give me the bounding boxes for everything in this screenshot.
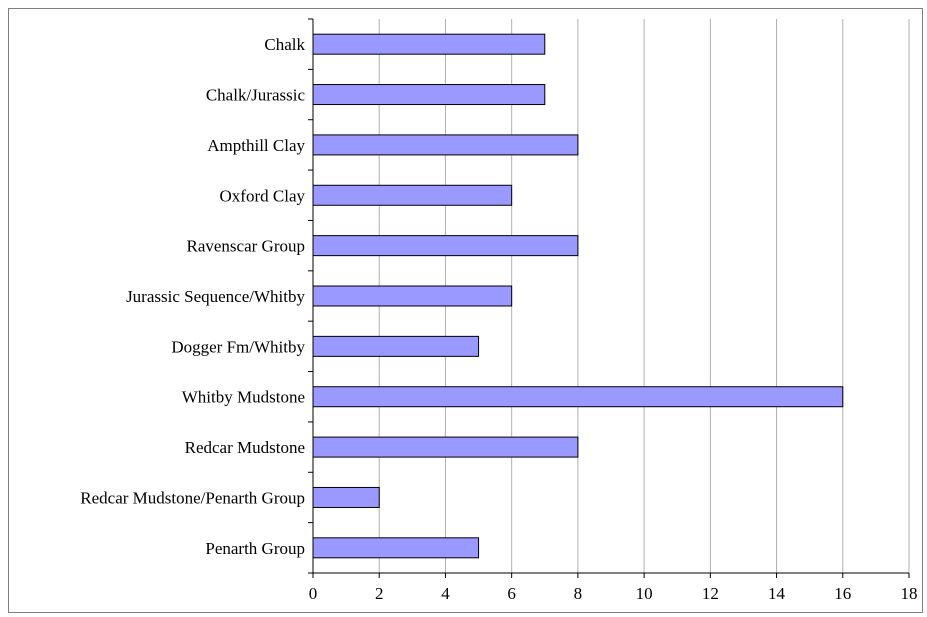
category-label: Penarth Group	[205, 539, 305, 558]
category-label: Dogger Fm/Whitby	[171, 337, 305, 356]
category-label: Ampthill Clay	[207, 136, 305, 155]
category-label: Ravenscar Group	[187, 237, 306, 256]
x-tick-label: 10	[636, 584, 653, 603]
category-labels: Chalk Chalk/Jurassic Ampthill Clay Oxford C…	[80, 35, 305, 558]
bar	[312, 537, 480, 559]
bar	[312, 134, 579, 156]
bar	[312, 285, 513, 307]
bar	[312, 386, 844, 408]
category-label: Chalk	[264, 35, 305, 54]
bar	[312, 335, 480, 357]
bar	[312, 184, 513, 206]
bar	[312, 235, 579, 257]
x-tick-label: 12	[702, 584, 719, 603]
category-label: Chalk/Jurassic	[206, 86, 306, 105]
x-tick-label: 4	[441, 584, 450, 603]
tick-labels: 0 2 4 6 8 10 12 14 16 18	[309, 584, 918, 603]
gridlines	[378, 19, 910, 573]
chart-frame: Chalk Chalk/Jurassic Ampthill Clay Oxford C…	[8, 8, 923, 613]
bar-chart: Chalk Chalk/Jurassic Ampthill Clay Oxford C…	[80, 18, 918, 603]
x-tick-label: 14	[768, 584, 786, 603]
category-label: Redcar Mudstone/Penarth Group	[80, 488, 305, 507]
x-tick-label: 18	[901, 584, 918, 603]
x-tick-label: 2	[375, 584, 384, 603]
category-label: Redcar Mudstone	[185, 438, 305, 457]
bar	[312, 436, 579, 458]
category-label: Jurassic Sequence/Whitby	[126, 287, 305, 306]
x-tick-label: 8	[574, 584, 583, 603]
bar	[312, 486, 380, 508]
bar	[312, 33, 546, 55]
x-tick-label: 0	[309, 584, 318, 603]
axes	[308, 18, 910, 578]
category-label: Whitby Mudstone	[182, 388, 305, 407]
bar	[312, 84, 546, 106]
category-label: Oxford Clay	[220, 186, 306, 205]
x-tick-label: 6	[507, 584, 515, 603]
x-tick-label: 16	[834, 584, 851, 603]
